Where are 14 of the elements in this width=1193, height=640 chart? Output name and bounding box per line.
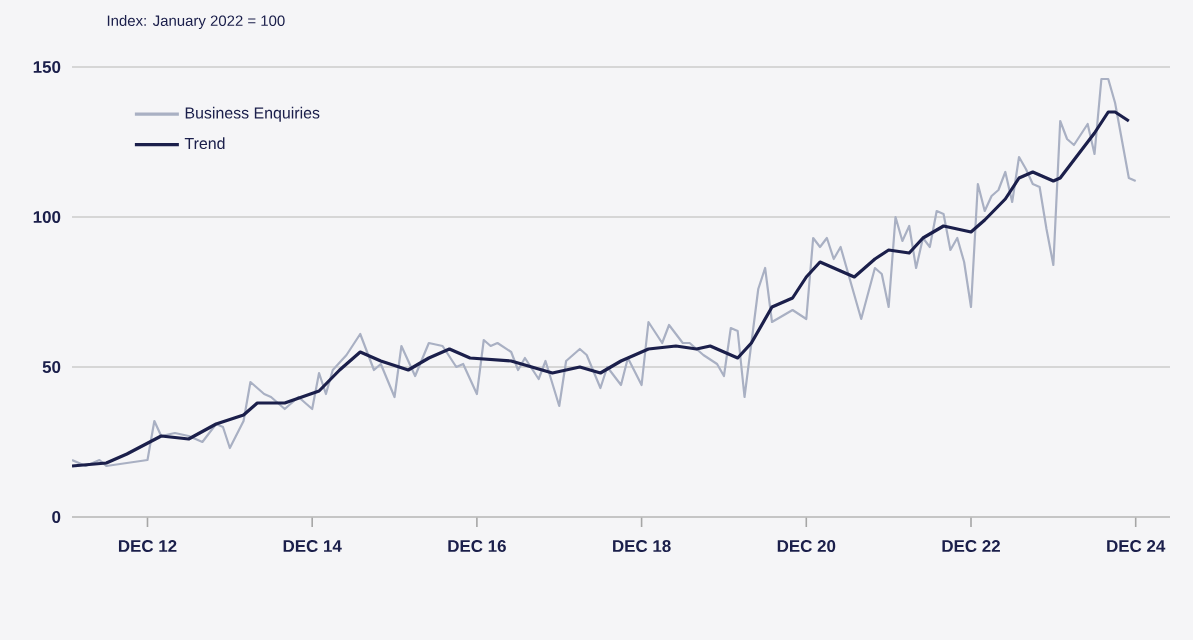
y-tick-label: 0 bbox=[52, 511, 61, 523]
y-tick-label: 150 bbox=[33, 61, 61, 73]
legend-label: Trend bbox=[184, 137, 225, 150]
x-tick-label: DEC 24 bbox=[1107, 540, 1166, 553]
x-tick-label: DEC 12 bbox=[118, 540, 177, 553]
x-tick-label: DEC 14 bbox=[283, 540, 342, 553]
y-tick-label: 100 bbox=[33, 211, 61, 223]
y-axis-title: Index: January 2022 = 100 bbox=[107, 15, 285, 29]
x-tick-label: DEC 18 bbox=[613, 540, 671, 553]
x-tick-label: DEC 20 bbox=[777, 540, 836, 553]
y-tick-label: 50 bbox=[42, 361, 61, 373]
x-tick-label: DEC 22 bbox=[942, 540, 1000, 553]
legend-label: Business Enquiries bbox=[185, 106, 320, 122]
x-tick-label: DEC 16 bbox=[448, 540, 506, 553]
